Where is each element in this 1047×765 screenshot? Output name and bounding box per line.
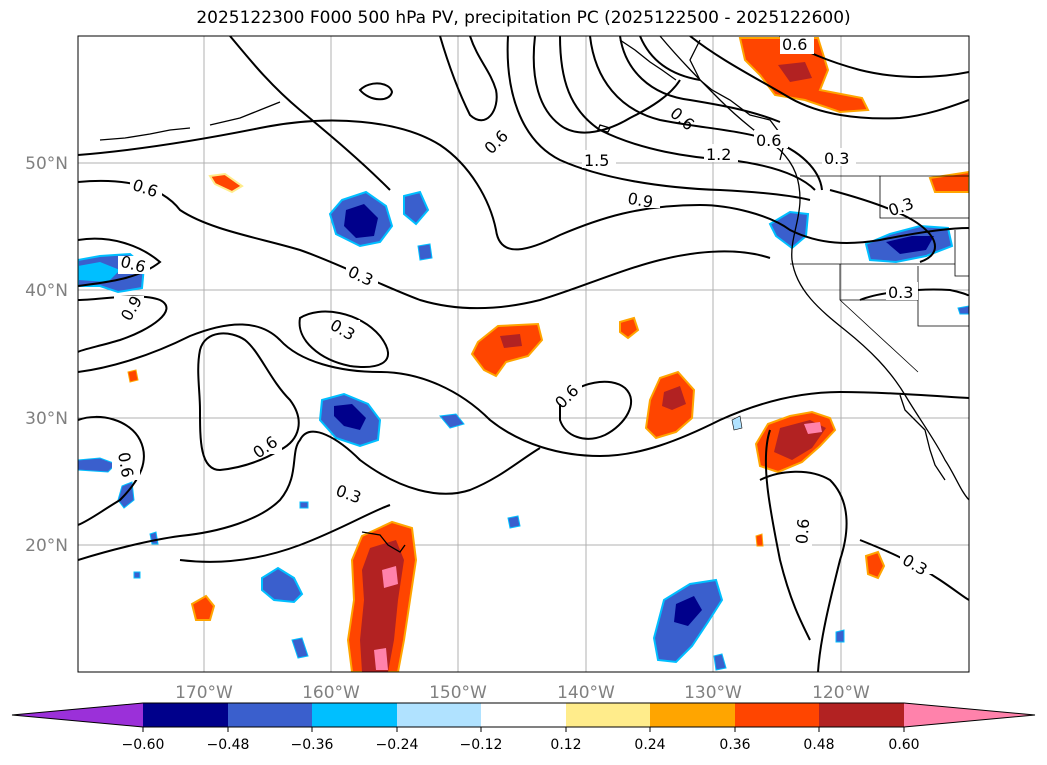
- lon-label-160w: 160°W: [302, 683, 360, 703]
- longitude-labels: 170°W 160°W 150°W 140°W 130°W 120°W: [175, 683, 870, 703]
- contour-label: 0.6: [782, 35, 807, 54]
- pv-contours: [78, 36, 969, 672]
- colorbar-tick: 0.48: [803, 737, 834, 753]
- colorbar-tick: 0.36: [719, 737, 750, 753]
- contour-label: 0.3: [824, 149, 849, 168]
- contour-label: 0.6: [756, 131, 781, 150]
- lat-label-40n: 40°N: [25, 281, 68, 301]
- map-plot-area: 0.6 0.6 0.9 0.6 0.3 0.3 0.6 0.3 0.6 0.6 …: [78, 35, 969, 672]
- precip-negative-patches: [78, 190, 969, 671]
- contour-label: 0.6: [792, 518, 813, 545]
- lat-label-50n: 50°N: [25, 154, 68, 174]
- colorbar-segment: [143, 703, 228, 727]
- colorbar-extension-max: [904, 703, 1035, 727]
- colorbar-tick: −0.60: [122, 737, 165, 753]
- colorbar-segment: [228, 703, 312, 727]
- map-frame: [77, 35, 970, 673]
- colorbar-tick: −0.48: [207, 737, 250, 753]
- contour-label: 1.5: [584, 151, 609, 170]
- colorbar-segment: [650, 703, 735, 727]
- colorbar-tick: 0.24: [634, 737, 665, 753]
- lon-label-170w: 170°W: [175, 683, 233, 703]
- colorbar-extension-min: [12, 703, 143, 727]
- map-title: 2025122300 F000 500 hPa PV, precipitatio…: [196, 8, 851, 28]
- contour-label: 0.9: [626, 189, 654, 212]
- lat-label-20n: 20°N: [25, 536, 68, 556]
- colorbar-segment: [397, 703, 481, 727]
- contour-label: 0.3: [888, 283, 913, 302]
- lon-label-140w: 140°W: [557, 683, 615, 703]
- colorbar-tick: 0.12: [550, 737, 581, 753]
- precip-positive-patches: [127, 37, 969, 672]
- colorbar-segment: [735, 703, 819, 727]
- latitude-labels: 50°N 40°N 30°N 20°N: [25, 154, 68, 556]
- colorbar-tick: −0.36: [291, 737, 334, 753]
- gridlines: [78, 36, 969, 672]
- lon-label-120w: 120°W: [812, 683, 870, 703]
- contour-label: 1.2: [706, 145, 731, 164]
- colorbar-segment: [481, 703, 566, 727]
- lon-label-150w: 150°W: [429, 683, 487, 703]
- colorbar-segment: [312, 703, 397, 727]
- colorbar-tick: −0.12: [460, 737, 503, 753]
- colorbar-tick: −0.24: [376, 737, 419, 753]
- lon-label-130w: 130°W: [684, 683, 742, 703]
- colorbar-segment: [566, 703, 650, 727]
- lat-label-30n: 30°N: [25, 409, 68, 429]
- colorbar: −0.60 −0.48 −0.36 −0.24 −0.12 0.12 0.24 …: [11, 702, 1036, 753]
- colorbar-tick: 0.60: [888, 737, 919, 753]
- contour-label: 0.6: [114, 451, 137, 479]
- colorbar-segment: [819, 703, 904, 727]
